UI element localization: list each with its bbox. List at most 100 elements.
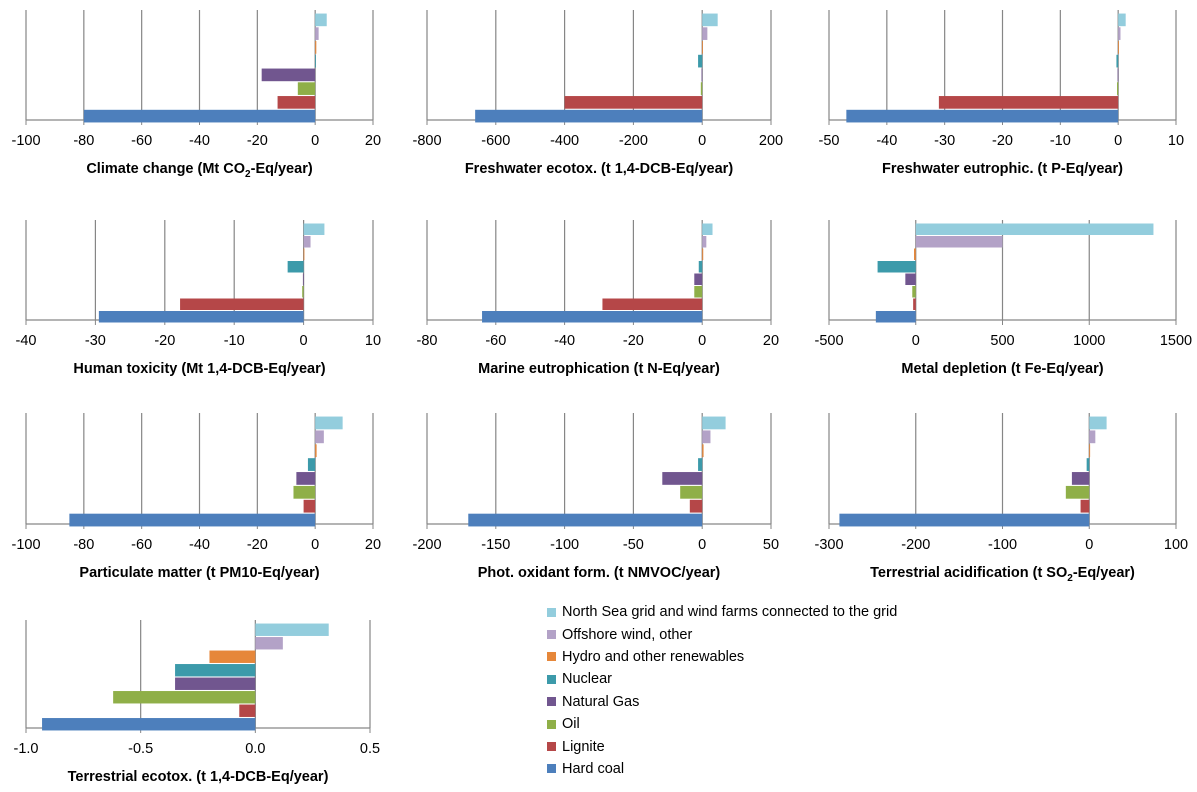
bar bbox=[307, 458, 316, 471]
tick-label: 0 bbox=[698, 133, 706, 149]
bar bbox=[175, 677, 256, 690]
bar bbox=[702, 430, 711, 444]
bar bbox=[175, 664, 256, 677]
tick-label: 1500 bbox=[1160, 333, 1192, 349]
bar bbox=[468, 513, 703, 527]
chart-panel: -1.0 -0.5 0.0 0.5 Terrestrial ecotox. (t 1,4… bbox=[14, 620, 380, 785]
chart-panel: -800 -600 -400 -200 0 200 Freshwater ecotox. (… bbox=[412, 10, 783, 177]
bar bbox=[680, 485, 703, 499]
tick-label: -20 bbox=[247, 133, 268, 149]
tick-label: -40 bbox=[554, 333, 575, 349]
bar bbox=[296, 472, 316, 485]
chart-title: Marine eutrophication (t N-Eq/year) bbox=[478, 361, 720, 377]
bar bbox=[698, 458, 703, 471]
legend-item: Hydro and other renewables bbox=[547, 646, 1027, 668]
tick-label: 0 bbox=[912, 333, 920, 349]
chart-title: Metal depletion (t Fe-Eq/year) bbox=[901, 361, 1103, 377]
bar bbox=[315, 430, 324, 444]
tick-label: 20 bbox=[365, 537, 381, 553]
legend-label: Lignite bbox=[562, 738, 605, 755]
bar bbox=[702, 444, 704, 458]
tick-label: -30 bbox=[85, 333, 106, 349]
bar bbox=[694, 273, 703, 285]
bar bbox=[239, 704, 256, 717]
bar bbox=[1065, 485, 1090, 499]
bar bbox=[113, 691, 256, 704]
tick-label: -150 bbox=[481, 537, 510, 553]
tick-label: -30 bbox=[934, 133, 955, 149]
bar bbox=[602, 298, 703, 310]
tick-label: -10 bbox=[224, 333, 245, 349]
chart-legend: North Sea grid and wind farms connected … bbox=[547, 601, 1027, 780]
bar bbox=[1118, 13, 1126, 27]
bar bbox=[698, 54, 703, 68]
bar bbox=[877, 261, 916, 273]
legend-item: Oil bbox=[547, 713, 1027, 735]
tick-label: -10 bbox=[1050, 133, 1071, 149]
chart-panel: -100 -80 -60 -40 -20 0 20 Climate change (Mt CO… bbox=[11, 10, 381, 180]
bar bbox=[912, 286, 916, 298]
bar bbox=[698, 261, 703, 273]
bar bbox=[914, 248, 916, 260]
legend-item: Natural Gas bbox=[547, 691, 1027, 713]
tick-label: -0.5 bbox=[128, 741, 153, 757]
tick-label: -500 bbox=[814, 333, 843, 349]
bar bbox=[315, 41, 317, 54]
bar bbox=[905, 273, 916, 285]
tick-label: -80 bbox=[417, 333, 438, 349]
tick-label: -100 bbox=[11, 133, 40, 149]
chart-panel: -100 -80 -60 -40 -20 0 20 Particulate matter (t… bbox=[11, 413, 381, 581]
tick-label: -800 bbox=[412, 133, 441, 149]
tick-label: -200 bbox=[619, 133, 648, 149]
bar bbox=[297, 82, 316, 95]
chart-title: Particulate matter (t PM10-Eq/year) bbox=[79, 565, 319, 581]
bar bbox=[482, 311, 703, 323]
bar bbox=[315, 444, 317, 458]
chart-title: Freshwater ecotox. (t 1,4-DCB-Eq/year) bbox=[465, 161, 733, 177]
bar bbox=[255, 637, 283, 650]
bar bbox=[1118, 41, 1119, 54]
legend-label: Hard coal bbox=[562, 760, 625, 777]
bar bbox=[303, 236, 311, 248]
tick-label: 0.0 bbox=[245, 741, 265, 757]
bar bbox=[287, 261, 304, 273]
tick-label: -400 bbox=[550, 133, 579, 149]
legend-label: Natural Gas bbox=[562, 693, 640, 710]
legend-swatch bbox=[547, 719, 556, 729]
bar bbox=[1118, 27, 1121, 40]
legend-item: Lignite bbox=[547, 735, 1027, 757]
tick-label: 10 bbox=[1168, 133, 1184, 149]
chart-panel: -300 -200 -100 0 100 Terrestrial acidificatio… bbox=[814, 413, 1188, 584]
bar bbox=[700, 82, 703, 95]
bar bbox=[702, 13, 718, 27]
chart-panel: -80 -60 -40 -20 0 20 Marine eutrophication (t … bbox=[417, 220, 779, 377]
tick-label: -80 bbox=[73, 133, 94, 149]
legend-label: Oil bbox=[562, 716, 580, 733]
bar bbox=[83, 109, 316, 123]
tick-label: 0 bbox=[311, 133, 319, 149]
tick-label: -200 bbox=[412, 537, 441, 553]
bar bbox=[689, 499, 703, 513]
bar bbox=[1089, 416, 1107, 430]
tick-label: -40 bbox=[16, 333, 37, 349]
tick-label: 0.5 bbox=[360, 741, 380, 757]
legend-swatch bbox=[547, 630, 556, 640]
bar bbox=[846, 109, 1119, 123]
bar bbox=[1089, 430, 1096, 444]
tick-label: -600 bbox=[481, 133, 510, 149]
tick-label: -50 bbox=[623, 537, 644, 553]
tick-label: -20 bbox=[247, 537, 268, 553]
tick-label: -40 bbox=[189, 537, 210, 553]
tick-label: -100 bbox=[988, 537, 1017, 553]
tick-label: -60 bbox=[131, 537, 152, 553]
legend-item: Hard coal bbox=[547, 758, 1027, 780]
tick-label: -50 bbox=[819, 133, 840, 149]
tick-label: 0 bbox=[698, 333, 706, 349]
bar bbox=[302, 286, 304, 298]
legend-swatch bbox=[547, 674, 556, 684]
bar bbox=[702, 416, 726, 430]
bar bbox=[701, 68, 703, 82]
bar bbox=[303, 499, 316, 513]
chart-panel: -500 0 500 1000 1500 Metal depletion (t Fe-Eq… bbox=[814, 220, 1192, 377]
legend-item: Nuclear bbox=[547, 668, 1027, 690]
